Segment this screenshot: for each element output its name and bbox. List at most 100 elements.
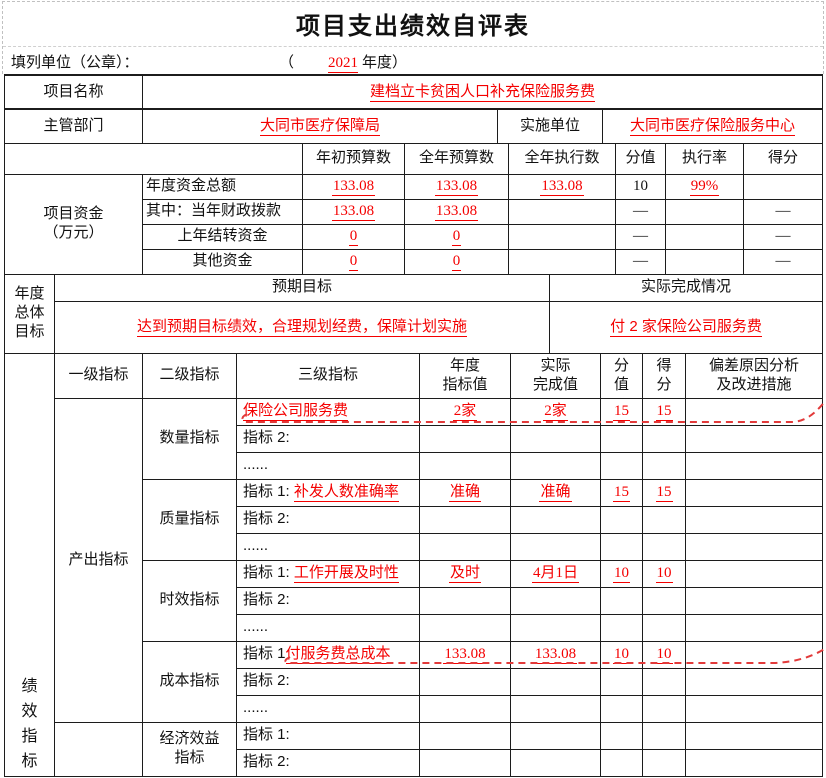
dept-label: 主管部门 bbox=[4, 108, 143, 144]
score-max-cell bbox=[600, 667, 643, 696]
deviation-cell bbox=[685, 397, 823, 426]
col-level1: 一级指标 bbox=[54, 352, 143, 399]
deviation-cell bbox=[685, 586, 823, 615]
col-score: 得 分 bbox=[642, 352, 686, 399]
fill-unit-row: 填列单位（公章）： （ 2021 年度） bbox=[3, 47, 823, 74]
cell-annual: 133.08 bbox=[404, 173, 509, 200]
year-open-paren: （ bbox=[279, 54, 295, 71]
cell-executed bbox=[508, 223, 616, 250]
year-close-paren: 年度） bbox=[362, 54, 408, 71]
score-cell bbox=[642, 721, 686, 750]
deviation-cell bbox=[685, 721, 823, 750]
col-target-value: 年度 指标值 bbox=[419, 352, 511, 399]
level1-output: 产出指标 bbox=[54, 397, 143, 723]
cell-score-max: 10 bbox=[615, 173, 666, 200]
fill-unit-label: 填列单位（公章）： bbox=[11, 54, 139, 71]
level3-cell: 指标 2: bbox=[236, 586, 420, 615]
cell-score: — bbox=[743, 248, 823, 275]
target-cell bbox=[419, 613, 511, 642]
target-cell: 准确 bbox=[419, 478, 511, 507]
actual-cell bbox=[510, 721, 601, 750]
score-max-cell bbox=[600, 721, 643, 750]
deviation-cell bbox=[685, 640, 823, 669]
deviation-cell bbox=[685, 559, 823, 588]
cell-annual: 0 bbox=[404, 248, 509, 275]
score-max-cell bbox=[600, 532, 643, 561]
annual-goal-section-label: 年度 总体 目标 bbox=[4, 273, 55, 354]
indicator-row: ...... bbox=[5, 694, 823, 723]
score-max-cell bbox=[600, 424, 643, 453]
score-max-cell bbox=[600, 451, 643, 480]
target-cell: 2家 bbox=[419, 397, 511, 426]
level2-economic: 经济效益 指标 bbox=[142, 721, 237, 777]
funding-row-label: 年度资金总额 bbox=[142, 173, 303, 200]
actual-cell: 133.08 bbox=[510, 640, 601, 669]
score-cell bbox=[642, 694, 686, 723]
target-cell bbox=[419, 721, 511, 750]
form-header: 项目支出绩效自评表 填列单位（公章）： （ 2021 年度） bbox=[2, 1, 824, 74]
level3-cell: 指标 2: bbox=[236, 424, 420, 453]
score-cell bbox=[642, 748, 686, 777]
actual-cell bbox=[510, 505, 601, 534]
col-score-max: 分值 bbox=[615, 142, 666, 175]
level3-cell: 保险公司服务费 bbox=[236, 397, 420, 426]
level3-cell: 指标 1: 补发人数准确率 bbox=[236, 478, 420, 507]
actual-completion-header: 实际完成情况 bbox=[549, 273, 823, 302]
page-title: 项目支出绩效自评表 bbox=[3, 2, 823, 47]
cell-executed bbox=[508, 198, 616, 225]
indicator-row: ...... bbox=[5, 532, 823, 561]
actual-cell bbox=[510, 748, 601, 777]
deviation-cell bbox=[685, 748, 823, 777]
deviation-cell bbox=[685, 532, 823, 561]
actual-cell bbox=[510, 586, 601, 615]
score-cell: 10 bbox=[642, 640, 686, 669]
target-cell bbox=[419, 424, 511, 453]
project-name-label: 项目名称 bbox=[4, 74, 143, 110]
cell-score-max: — bbox=[615, 248, 666, 275]
target-cell bbox=[419, 694, 511, 723]
level3-cell: 指标 1付服务费总成本 bbox=[236, 640, 420, 669]
table-row: 项目名称 建档立卡贫困人口补充保险服务费 bbox=[4, 74, 824, 110]
level3-cell: 指标 1: 工作开展及时性 bbox=[236, 559, 420, 588]
col-score-max: 分 值 bbox=[600, 352, 643, 399]
indicator-row: 指标 2: bbox=[5, 748, 823, 777]
indicator-row: 时效指标 指标 1: 工作开展及时性 及时 4月1日 10 10 bbox=[5, 559, 823, 642]
funding-row-label: 其中：当年财政拨款 bbox=[142, 198, 303, 225]
level1-benefit bbox=[54, 721, 143, 777]
cell-executed bbox=[508, 248, 616, 275]
col-exec-rate: 执行率 bbox=[665, 142, 744, 175]
actual-cell bbox=[510, 694, 601, 723]
indicators-header-row: 绩 效 指 标 一级指标 二级指标 三级指标 年度 指标值 实际 完成值 分 值… bbox=[4, 352, 823, 777]
actual-cell: 4月1日 bbox=[510, 559, 601, 588]
indicator-row: 经济效益 指标 指标 1: bbox=[5, 721, 823, 777]
funding-row-label: 其他资金 bbox=[142, 248, 303, 275]
funding-header-blank bbox=[4, 142, 303, 175]
funding-row-label: 上年结转资金 bbox=[142, 223, 303, 250]
level2-timeliness: 时效指标 bbox=[142, 559, 237, 642]
target-cell bbox=[419, 667, 511, 696]
level2-quantity: 数量指标 bbox=[142, 397, 237, 480]
col-initial-budget: 年初预算数 bbox=[302, 142, 405, 175]
cell-score-max: — bbox=[615, 223, 666, 250]
score-cell: 10 bbox=[642, 559, 686, 588]
cell-initial: 133.08 bbox=[302, 173, 405, 200]
indicator-row: 指标 2: bbox=[5, 505, 823, 534]
level3-cell: 指标 2: bbox=[236, 748, 420, 777]
deviation-cell bbox=[685, 613, 823, 642]
cell-exec-rate bbox=[665, 198, 744, 225]
cell-annual: 0 bbox=[404, 223, 509, 250]
funding-table: 年初预算数 全年预算数 全年执行数 分值 执行率 得分 项目资金 （万元） 年度… bbox=[4, 142, 823, 275]
col-annual-executed: 全年执行数 bbox=[508, 142, 616, 175]
score-cell: 15 bbox=[642, 397, 686, 426]
dept-value: 大同市医疗保障局 bbox=[142, 108, 498, 144]
target-cell: 133.08 bbox=[419, 640, 511, 669]
col-annual-budget: 全年预算数 bbox=[404, 142, 509, 175]
actual-cell: 准确 bbox=[510, 478, 601, 507]
target-cell bbox=[419, 748, 511, 777]
actual-cell bbox=[510, 667, 601, 696]
funding-row-total: 项目资金 （万元） 年度资金总额 133.08 133.08 133.08 10… bbox=[4, 173, 823, 275]
deviation-cell bbox=[685, 478, 823, 507]
cell-score: — bbox=[743, 198, 823, 225]
level2-quality: 质量指标 bbox=[142, 478, 237, 561]
cell-initial: 133.08 bbox=[302, 198, 405, 225]
